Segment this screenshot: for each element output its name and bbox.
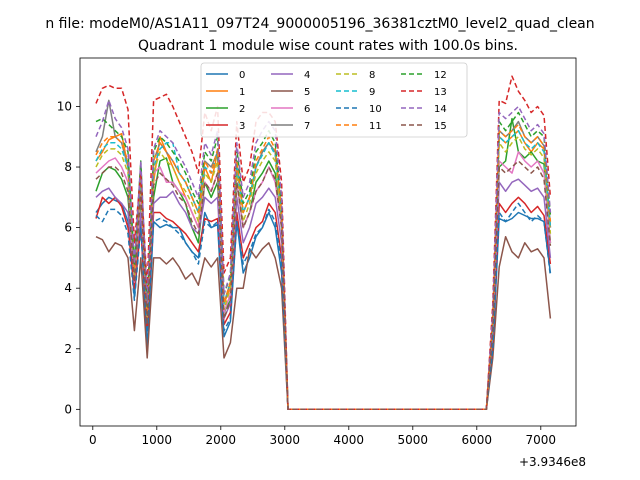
x-tick-label: 1000: [142, 433, 173, 447]
series-line-5: [95, 235, 552, 411]
legend-label-12: 12: [434, 70, 447, 81]
x-tick-label: 5000: [398, 433, 429, 447]
series-line-4: [95, 178, 552, 411]
series-layer: [95, 75, 552, 411]
series-line-11: [95, 123, 552, 411]
y-axis-ticks: 0 2 4 6 8 10: [57, 99, 80, 416]
y-tick-label: 0: [64, 402, 72, 416]
x-tick-label: 0: [89, 433, 97, 447]
x-tick-label: 2000: [206, 433, 237, 447]
series-line-14: [95, 99, 552, 411]
legend-label-7: 7: [304, 121, 310, 132]
legend-label-0: 0: [239, 70, 245, 81]
x-axis-ticks: 0 1000 2000 3000 4000 5000 6000 7000: [89, 426, 556, 447]
figure-suptitle: n file: modeM0/AS1A11_097T24_9000005196_…: [45, 16, 594, 32]
legend-label-13: 13: [434, 87, 447, 98]
legend-label-6: 6: [304, 104, 310, 115]
y-tick-label: 6: [64, 221, 72, 235]
plot-frame: [79, 57, 577, 427]
x-tick-label: 7000: [526, 433, 557, 447]
legend-label-1: 1: [239, 87, 245, 98]
legend-label-2: 2: [239, 104, 245, 115]
series-line-10: [95, 202, 552, 411]
series-line-13: [95, 75, 552, 411]
series-line-3: [95, 196, 552, 411]
x-tick-label: 4000: [334, 433, 365, 447]
chart-title: Quadrant 1 module wise count rates with …: [138, 38, 518, 54]
y-tick-label: 10: [57, 99, 72, 113]
series-line-1: [95, 129, 552, 411]
legend-label-4: 4: [304, 70, 310, 81]
series-line-0: [95, 196, 552, 411]
series-line-2: [95, 117, 552, 411]
legend-label-11: 11: [369, 121, 382, 132]
series-line-12: [95, 111, 552, 411]
legend-box: [200, 62, 468, 138]
legend-label-8: 8: [369, 70, 375, 81]
y-tick-label: 2: [64, 342, 72, 356]
legend-label-5: 5: [304, 87, 310, 98]
legend-label-14: 14: [434, 104, 447, 115]
legend-label-3: 3: [239, 121, 245, 132]
legend-label-9: 9: [369, 87, 375, 98]
x-axis-offset-label: +3.9346e8: [519, 455, 586, 469]
series-line-15: [95, 160, 552, 411]
y-tick-label: 8: [64, 160, 72, 174]
x-tick-label: 3000: [270, 433, 301, 447]
legend-label-10: 10: [369, 104, 382, 115]
x-tick-label: 6000: [462, 433, 493, 447]
series-line-6: [95, 151, 552, 411]
y-tick-label: 4: [64, 281, 72, 295]
series-line-9: [95, 129, 552, 411]
legend-label-15: 15: [434, 121, 447, 132]
